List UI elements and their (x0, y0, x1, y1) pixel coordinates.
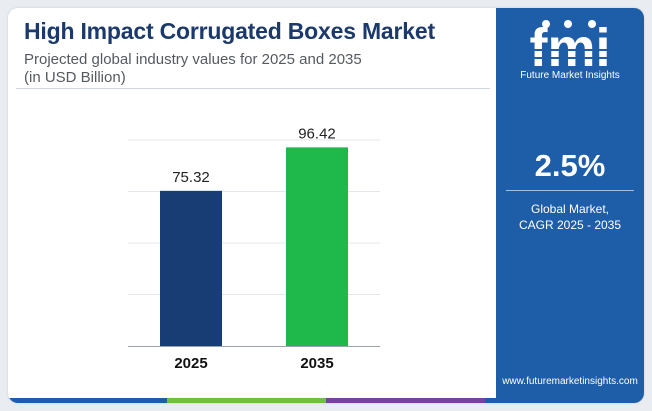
cagr-value: 2.5% (534, 148, 606, 183)
bar (160, 190, 222, 346)
subtitle-line-2: (in USD Billion) (24, 69, 126, 86)
strip-segment (167, 398, 326, 403)
title-divider (16, 88, 490, 89)
strip-segment (326, 398, 485, 403)
logo-dot-icon (588, 20, 596, 28)
bottom-color-strip (8, 398, 644, 403)
logo-stripe (518, 57, 622, 59)
logo-stripe (518, 49, 622, 51)
cagr-divider (506, 190, 634, 191)
bar-data-label: 75.32 (172, 169, 210, 186)
website-link[interactable]: www.futuremarketinsights.com (502, 376, 638, 387)
logo-dot-icon (542, 20, 550, 28)
cagr-sidebar: fmi Future Market Insights 2.5% Global M… (496, 8, 644, 398)
x-tick-label: 2035 (300, 355, 333, 372)
logo-caption: Future Market Insights (520, 70, 620, 81)
logo-dot-icon (564, 20, 572, 28)
infographic-card: High Impact Corrugated Boxes Market Proj… (8, 8, 644, 403)
bar (286, 147, 348, 346)
subtitle-line-1: Projected global industry values for 202… (24, 51, 362, 68)
strip-segment (485, 398, 644, 403)
cagr-label-line-2: CAGR 2025 - 2035 (518, 218, 622, 232)
bar-chart: 75.32 2025 96.42 2035 (128, 125, 380, 372)
x-tick-label: 2025 (174, 355, 207, 372)
fmi-logo: fmi (518, 18, 622, 78)
page-subtitle: Projected global industry values for 202… (24, 51, 362, 87)
page-title: High Impact Corrugated Boxes Market (24, 18, 435, 44)
cagr-label-line-1: Global Market, (530, 202, 610, 216)
strip-segment (8, 398, 167, 403)
bar-data-label: 96.42 (298, 125, 336, 142)
logo-letters: fmi (530, 18, 611, 78)
